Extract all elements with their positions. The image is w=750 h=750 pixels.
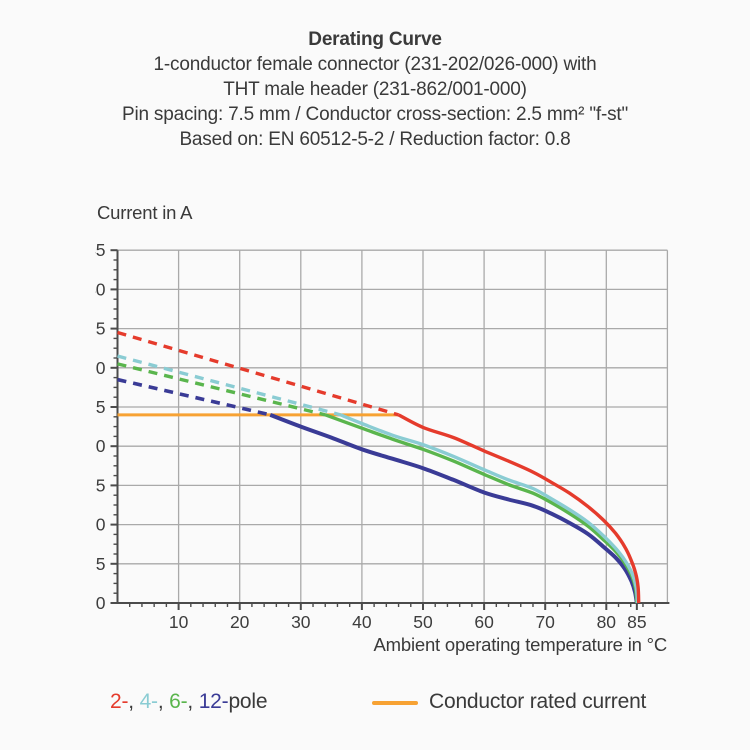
rated-current-label: Conductor rated current [429,690,647,713]
x-tick-label: 20 [230,612,250,632]
x-tick-label: 10 [169,612,189,632]
x-tick-label: 50 [413,612,433,632]
y-tick-label: 10 [95,515,106,535]
chart-subtitle-line-2: THT male header (231-862/001-000) [223,79,527,100]
y-tick-label: 25 [95,397,106,417]
y-tick-label: 20 [95,436,106,456]
x-tick-label: 40 [352,612,372,632]
series-4-pole-limited-by-rated-current [117,354,341,417]
chart-header: Derating Curve 1-conductor female connec… [0,27,750,152]
y-tick-label: 35 [95,319,106,339]
series-2-pole-derating [397,413,641,604]
series-6-pole-limited-by-rated-current [117,362,326,417]
chart-title: Derating Curve [308,29,442,50]
y-axis-title: Current in A [97,202,193,223]
y-tick-label: 0 [96,593,106,613]
series-12-pole-limited-by-rated-current [117,377,271,417]
legend: 2-, 4-, 6-, 12-pole Conductor rated curr… [0,690,750,724]
y-tick-label: 30 [95,358,106,378]
x-tick-label: 60 [474,612,494,632]
legend-separator: , [157,690,170,713]
legend-pole-12: 12- [198,690,229,713]
chart-subtitle-line-1: 1-conductor female connector (231-202/02… [153,54,597,75]
gridlines [117,249,669,603]
x-tick-label: 80 [597,612,617,632]
y-tick-label: 45 [95,240,106,260]
x-tick-label: 85 [627,612,646,632]
x-axis-title: Ambient operating temperature in °C [373,634,668,655]
legend-separator: , [128,690,140,713]
legend-pole-suffix: pole [228,690,268,713]
y-tick-label: 5 [96,554,106,574]
x-tick-label: 70 [535,612,555,632]
legend-pole-2: 2- [110,690,129,713]
series-2-pole-limited-by-rated-current [117,330,400,417]
x-tick-label: 30 [291,612,311,632]
rated-current-line-swatch [372,701,418,705]
axes [116,250,670,604]
axis-tick-labels: 10 20 30 40 50 60 70 80 85 0 5 10 15 20 25 30 35 40 45 [95,240,647,632]
legend-poles: 2-, 4-, 6-, 12-pole [110,690,268,714]
series-12-pole-derating [269,412,639,604]
y-tick-label: 40 [95,279,106,299]
legend-pole-4: 4- [139,690,158,713]
series-4-pole-derating [339,413,640,604]
series [117,330,641,604]
legend-separator: , [187,690,199,713]
legend-pole-6: 6- [169,690,188,713]
chart-subtitle-line-3: Pin spacing: 7.5 mm / Conductor cross-se… [121,104,628,125]
chart-subtitle-line-4: Based on: EN 60512-5-2 / Reduction facto… [179,129,571,150]
axis-ticks [110,249,656,610]
derating-chart: 10 20 30 40 50 60 70 80 85 0 5 10 15 20 25 30 35 40 45 [95,240,670,632]
legend-rated-current: Conductor rated current [372,690,646,714]
y-tick-label: 15 [95,475,106,495]
